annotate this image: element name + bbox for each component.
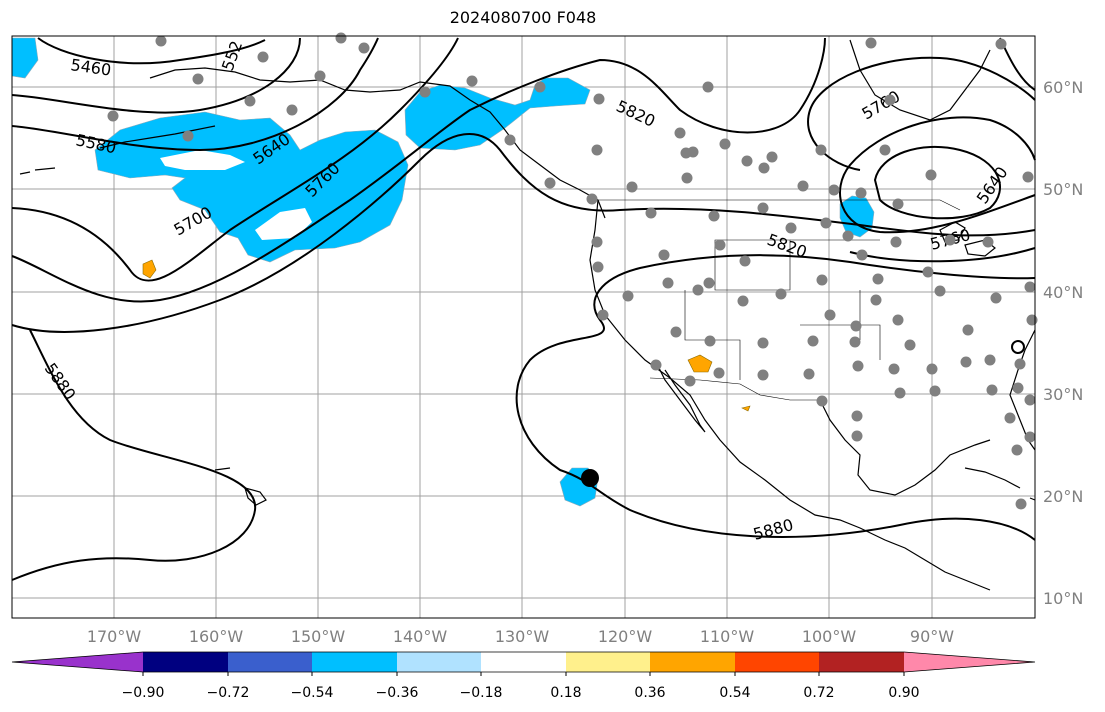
colorbar-tick-label: −0.72 [207,685,250,701]
lon-label: 160°W [189,627,244,646]
colorbar-segment [397,652,481,672]
colorbar-tick-label: −0.36 [376,685,419,701]
ring-marker [1011,340,1025,354]
borders [598,199,961,401]
colorbar-segment [566,652,650,672]
latitude-labels: 60°N 50°N 40°N 30°N 20°N 10°N [1043,78,1083,608]
lat-label: 50°N [1043,180,1083,199]
lon-label: 130°W [495,627,550,646]
anomaly-gaps [160,150,312,240]
positive-anomaly-areas [142,259,751,412]
height-contours [11,37,1036,581]
colorbar-segment [228,652,312,672]
colorbar-segment [481,652,566,672]
longitude-labels: 170°W 160°W 150°W 140°W 130°W 120°W 110°… [87,627,954,646]
lat-label: 60°N [1043,78,1083,97]
lat-label: 20°N [1043,487,1083,506]
lat-label: 40°N [1043,283,1083,302]
lon-label: 120°W [598,627,653,646]
lon-label: 90°W [910,627,954,646]
storm-marker [581,469,599,487]
colorbar-tick-label: 0.36 [634,685,665,701]
colorbar-tick-label: 0.54 [719,685,750,701]
graticule [12,36,1035,618]
lat-label: 10°N [1043,589,1083,608]
colorbar-segment [650,652,735,672]
lon-label: 110°W [700,627,755,646]
colorbar [11,651,1036,676]
colorbar-segment [312,652,397,672]
colorbar-extend-low [12,652,143,672]
colorbar-tick-label: −0.54 [291,685,334,701]
map-title: 2024080700 F048 [449,8,597,27]
colorbar-tick-label: 0.90 [888,685,919,701]
colorbar-tick-label: −0.90 [122,685,165,701]
colorbar-extend-high [904,652,1035,672]
colorbar-segment [735,652,819,672]
lon-label: 150°W [291,627,346,646]
lon-label: 100°W [802,627,857,646]
colorbar-tick-label: −0.18 [460,685,503,701]
lat-label: 30°N [1043,385,1083,404]
colorbar-tick-label: 0.72 [803,685,834,701]
colorbar-segment [143,652,228,672]
colorbar-segment [819,652,904,672]
colorbar-tick-labels: −0.90 −0.72 −0.54 −0.36 −0.18 0.18 0.36 … [122,685,920,701]
station-markers [107,32,1038,510]
lon-label: 140°W [393,627,448,646]
map-frame [11,35,1036,619]
lon-label: 170°W [87,627,142,646]
colorbar-tick-label: 0.18 [550,685,581,701]
